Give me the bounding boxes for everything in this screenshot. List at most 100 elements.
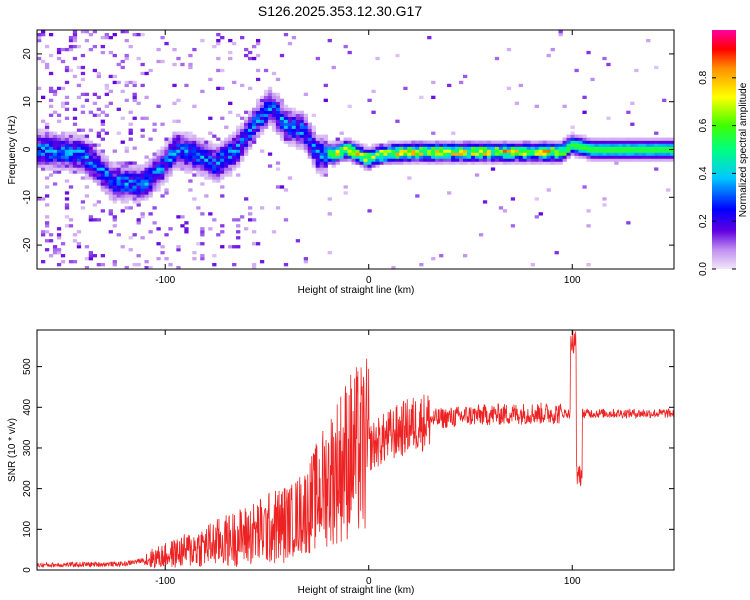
heatmap-cell: [315, 137, 320, 141]
heatmap-cell: [275, 98, 281, 102]
heatmap-cell: [658, 146, 663, 150]
heatmap-cell: [614, 149, 619, 153]
heatmap-cell: [68, 170, 74, 174]
heatmap-cell: [482, 152, 488, 156]
heatmap-cell: [574, 137, 579, 141]
heatmap-cell: [136, 254, 141, 258]
spectrogram-xlabel: Height of straight line (km): [298, 285, 415, 296]
heatmap-cell: [172, 167, 177, 171]
heatmap-cell: [315, 161, 320, 165]
heatmap-cell: [80, 30, 86, 34]
heatmap-cell: [76, 128, 82, 132]
heatmap-cell: [164, 41, 169, 46]
heatmap-cell: [518, 143, 524, 147]
y-tick-label: 10: [22, 96, 33, 108]
heatmap-cell: [68, 47, 74, 52]
heatmap-cell: [176, 131, 181, 135]
heatmap-cell: [279, 119, 285, 123]
heatmap-cell: [538, 212, 543, 216]
heatmap-cell: [92, 44, 98, 49]
heatmap-cell: [291, 128, 297, 132]
heatmap-cell: [152, 185, 157, 189]
heatmap-cell: [263, 104, 269, 108]
y-tick-label: 0: [22, 146, 33, 152]
heatmap-cell: [152, 152, 157, 156]
heatmap-cell: [403, 140, 408, 144]
heatmap-cell: [510, 161, 516, 165]
heatmap-cell: [423, 146, 428, 150]
heatmap-cell: [443, 161, 448, 165]
heatmap-cell: [662, 98, 667, 102]
heatmap-cell: [311, 143, 316, 147]
heatmap-cell: [343, 185, 348, 189]
heatmap-cell: [375, 149, 380, 153]
heatmap-cell: [650, 158, 655, 162]
heatmap-cell: [582, 155, 587, 159]
heatmap-cell: [120, 140, 125, 144]
heatmap-cell: [44, 158, 50, 162]
heatmap-cell: [148, 161, 153, 165]
heatmap-cell: [180, 137, 185, 141]
heatmap-cell: [64, 203, 70, 207]
heatmap-cell: [271, 92, 277, 97]
heatmap-cell: [136, 167, 141, 171]
heatmap-cell: [259, 119, 265, 123]
heatmap-cell: [208, 167, 213, 171]
heatmap-cell: [327, 155, 332, 159]
heatmap-cell: [180, 155, 185, 159]
heatmap-cell: [287, 107, 293, 111]
heatmap-cell: [642, 152, 647, 156]
heatmap-cell: [315, 155, 320, 159]
heatmap-cell: [228, 110, 233, 114]
heatmap-cell: [96, 152, 101, 156]
heatmap-cell: [40, 134, 46, 138]
heatmap-cell: [196, 152, 201, 156]
heatmap-cell: [299, 143, 305, 147]
heatmap-cell: [331, 65, 336, 70]
heatmap-cell: [383, 155, 388, 159]
heatmap-cell: [562, 140, 567, 144]
heatmap-cell: [232, 149, 237, 153]
heatmap-cell: [403, 146, 408, 150]
heatmap-cell: [100, 173, 105, 177]
heatmap-cell: [228, 152, 233, 156]
heatmap-cell: [327, 152, 332, 156]
heatmap-cell: [586, 224, 591, 228]
heatmap-cell: [415, 155, 420, 159]
heatmap-cell: [255, 116, 261, 120]
heatmap-cell: [212, 176, 217, 180]
heatmap-cell: [96, 167, 101, 171]
heatmap-cell: [104, 191, 109, 195]
heatmap-cell: [100, 44, 105, 49]
heatmap-cell: [391, 161, 396, 165]
heatmap-cell: [586, 209, 591, 213]
heatmap-cell: [271, 110, 277, 114]
heatmap-cell: [275, 131, 281, 135]
heatmap-cell: [48, 152, 54, 156]
heatmap-cell: [251, 107, 257, 111]
heatmap-cell: [40, 167, 46, 171]
heatmap-cell: [315, 146, 320, 150]
heatmap-cell: [40, 164, 46, 168]
heatmap-cell: [172, 155, 177, 159]
heatmap-cell: [538, 152, 543, 156]
heatmap-cell: [200, 227, 205, 231]
heatmap-cell: [462, 158, 468, 162]
heatmap-cell: [550, 143, 555, 147]
heatmap-cell: [459, 146, 464, 150]
heatmap-cell: [530, 149, 535, 153]
heatmap-cell: [88, 254, 94, 258]
heatmap-cell: [232, 218, 237, 222]
heatmap-cell: [251, 218, 257, 222]
heatmap-cell: [387, 152, 392, 156]
heatmap-cell: [534, 155, 539, 159]
heatmap-cell: [37, 131, 42, 135]
heatmap-cell: [327, 251, 332, 255]
heatmap-cell: [610, 143, 615, 147]
heatmap-cell: [331, 149, 336, 153]
heatmap-cell: [248, 50, 253, 55]
spectrogram-ylabel: Frequency (Hz): [7, 116, 18, 185]
heatmap-cell: [486, 161, 492, 165]
heatmap-cell: [251, 242, 257, 246]
heatmap-cell: [578, 137, 583, 141]
